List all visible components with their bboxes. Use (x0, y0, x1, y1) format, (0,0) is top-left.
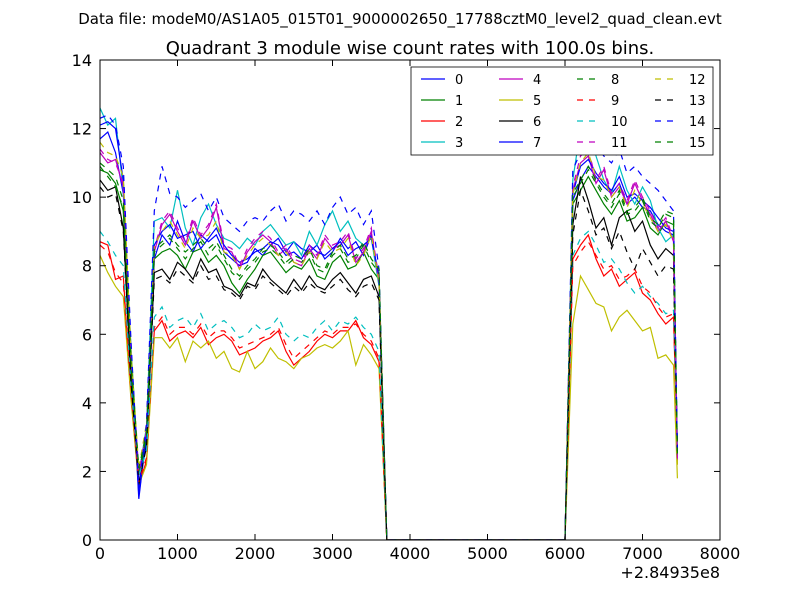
x-tick-label: 6000 (545, 544, 586, 563)
legend-label-0: 0 (455, 73, 463, 88)
series-line-1 (100, 169, 678, 540)
legend-label-14: 14 (689, 115, 706, 130)
series-line-15 (100, 162, 678, 540)
suptitle: Data file: modeM0/AS1A05_015T01_90000026… (78, 10, 722, 29)
x-tick-label: 1000 (157, 544, 198, 563)
y-tick-label: 0 (82, 531, 92, 550)
legend-label-1: 1 (455, 94, 463, 109)
y-tick-label: 2 (82, 462, 92, 481)
y-tick-label: 6 (82, 325, 92, 344)
legend-label-15: 15 (689, 136, 706, 151)
legend-label-12: 12 (689, 73, 706, 88)
legend-label-13: 13 (689, 94, 706, 109)
series-line-12 (100, 141, 678, 540)
series-line-5 (100, 255, 678, 540)
series-line-10 (100, 230, 678, 540)
series-line-11 (100, 147, 678, 540)
series-lines (100, 104, 678, 540)
y-tick-label: 4 (82, 394, 92, 413)
legend-frame (410, 66, 714, 156)
legend-label-2: 2 (455, 115, 463, 130)
x-axis-ticks: 0 1000 2000 3000 4000 5000 6000 7000 8000 (95, 60, 740, 563)
series-line-9 (100, 240, 678, 540)
chart-title: Quadrant 3 module wise count rates with … (166, 38, 655, 59)
x-tick-label: 7000 (622, 544, 663, 563)
legend-label-11: 11 (611, 136, 628, 151)
x-tick-label: 8000 (700, 544, 741, 563)
y-tick-label: 8 (82, 257, 92, 276)
legend-label-10: 10 (611, 115, 628, 130)
x-axis-offset-label: +2.84935e8 (620, 563, 720, 582)
x-tick-label: 2000 (235, 544, 276, 563)
legend-label-6: 6 (533, 115, 541, 130)
legend-label-9: 9 (611, 94, 619, 109)
legend-label-5: 5 (533, 94, 541, 109)
y-tick-label: 10 (72, 188, 92, 207)
series-line-14 (100, 114, 678, 540)
legend-label-4: 4 (533, 73, 541, 88)
legend-label-7: 7 (533, 136, 541, 151)
x-tick-label: 3000 (312, 544, 353, 563)
series-line-13 (100, 186, 678, 540)
series-line-6 (100, 176, 678, 540)
x-tick-label: 0 (95, 544, 105, 563)
x-tick-label: 4000 (390, 544, 431, 563)
series-line-2 (100, 233, 678, 540)
y-tick-label: 12 (72, 120, 92, 139)
legend-label-8: 8 (611, 73, 619, 88)
y-tick-label: 14 (72, 51, 92, 70)
legend-label-3: 3 (455, 136, 463, 151)
x-tick-label: 5000 (467, 544, 508, 563)
